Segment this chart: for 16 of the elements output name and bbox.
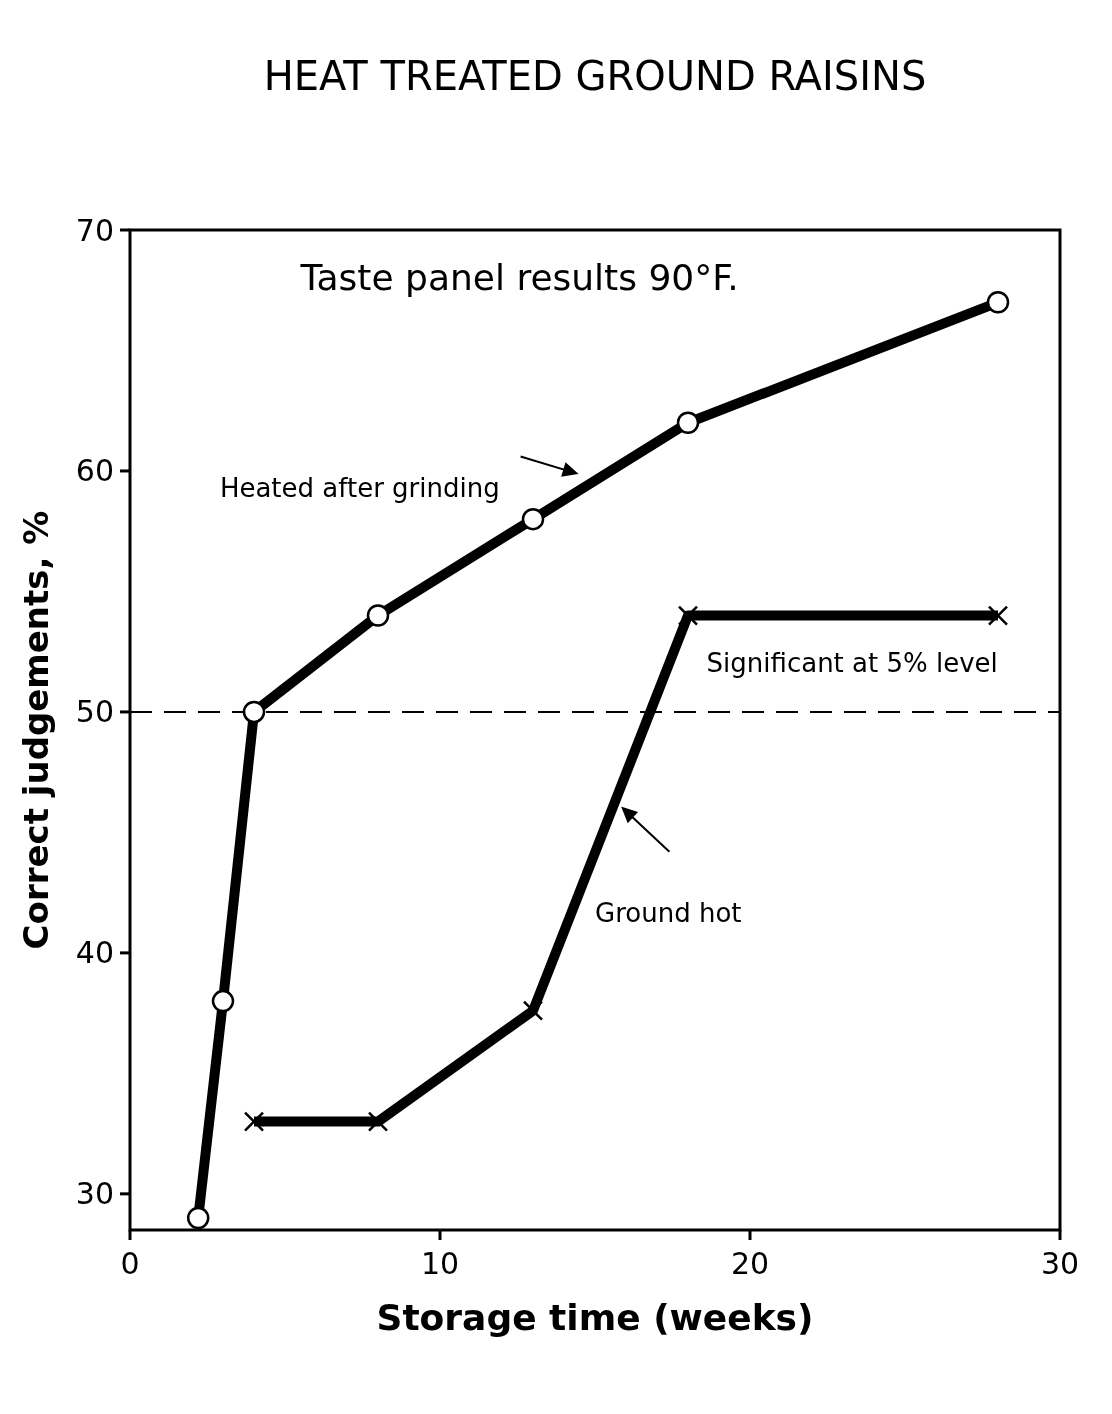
series-label: Ground hot <box>595 897 742 928</box>
y-tick-label: 40 <box>75 935 114 971</box>
ref-line-label: Significant at 5% level <box>706 647 998 678</box>
text: Taste panel results 90°F. <box>299 257 739 299</box>
series-label: Heated after grinding <box>219 473 500 504</box>
y-tick-label: 60 <box>75 453 114 489</box>
x-tick-label: 0 <box>120 1246 140 1281</box>
y-tick-label: 30 <box>75 1176 114 1212</box>
y-tick-label: 70 <box>75 212 114 248</box>
x-tick-label: 20 <box>730 1246 770 1281</box>
x-axis-title: Storage time (weeks) <box>376 1297 814 1338</box>
y-axis-title: Correct judgements, % <box>16 510 56 950</box>
x-tick-label: 10 <box>420 1246 460 1281</box>
y-tick-label: 50 <box>75 694 114 730</box>
x-tick-label: 30 <box>1040 1246 1080 1281</box>
chart-title: HEAT TREATED GROUND RAISINS <box>263 53 927 99</box>
